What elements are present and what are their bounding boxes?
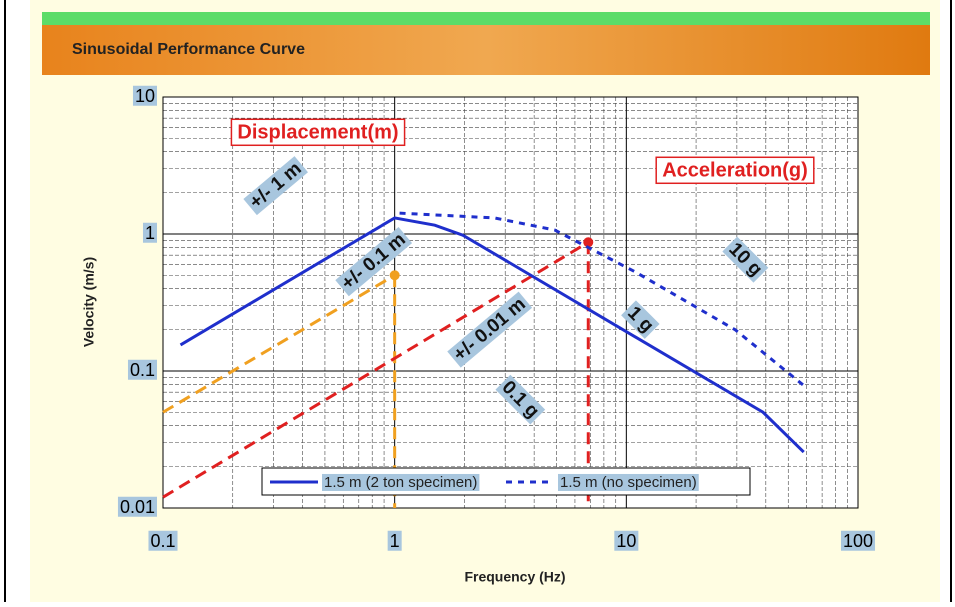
tick-highlight <box>614 530 639 551</box>
header-title: Sinusoidal Performance Curve <box>72 41 305 58</box>
annotation-highlight <box>447 291 533 368</box>
x-tick-label: 1 <box>390 531 400 551</box>
annotation-box <box>655 156 815 185</box>
legend-label: 1.5 m (no specimen) <box>560 474 697 491</box>
annotation-highlight <box>335 227 413 297</box>
reference-point <box>389 270 400 281</box>
legend-label: 1.5 m (2 ton specimen) <box>324 474 477 491</box>
x-tick-label: 0.1 <box>150 531 175 551</box>
header-band <box>42 25 930 75</box>
y-tick-label: 0.1 <box>130 360 155 380</box>
reference-line <box>162 240 590 499</box>
series-line <box>399 211 805 387</box>
legend-highlight <box>322 473 480 491</box>
annotation-highlight <box>495 374 546 425</box>
annotation: Acceleration(g) <box>655 156 815 185</box>
annotation-highlight <box>621 300 660 339</box>
annotation-box <box>230 118 406 147</box>
x-tick-label: 10 <box>616 531 636 551</box>
tick-highlight <box>148 530 178 551</box>
tick-highlight <box>127 359 157 380</box>
legend-highlight <box>558 473 699 491</box>
y-tick-label: 0.01 <box>120 497 155 517</box>
reference-line <box>162 273 396 414</box>
x-tick-label: 100 <box>843 531 873 551</box>
tick-highlight <box>132 85 157 106</box>
reference-point <box>583 237 594 248</box>
series-line <box>179 216 805 454</box>
annotation: Displacement(m) <box>230 118 406 147</box>
tick-highlight <box>117 496 157 517</box>
annotation-highlight <box>722 236 769 283</box>
annotation-text: Acceleration(g) <box>662 159 808 181</box>
tick-highlight <box>840 530 876 551</box>
tick-highlight <box>387 530 402 551</box>
header-stripe <box>42 12 930 25</box>
y-tick-label: 1 <box>145 223 155 243</box>
y-axis-label: Velocity (m/s) <box>81 257 97 347</box>
y-tick-label: 10 <box>135 86 155 106</box>
annotation-highlight <box>243 156 308 216</box>
annotation-text: Displacement(m) <box>237 121 398 143</box>
x-axis-label: Frequency (Hz) <box>464 569 565 585</box>
tick-highlight <box>142 222 157 243</box>
